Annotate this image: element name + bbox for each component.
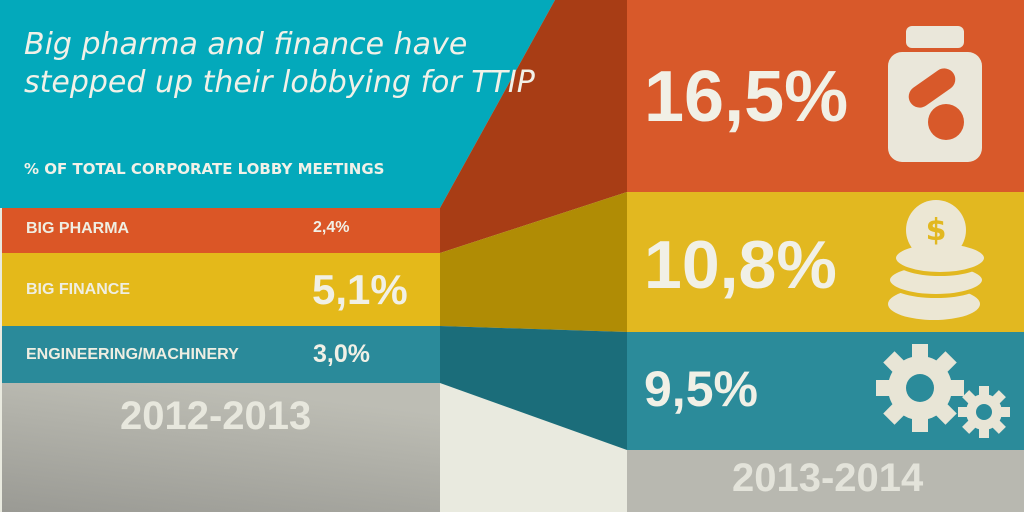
value-2012-engineering: 3,0% — [313, 340, 370, 368]
pharma-connector — [440, 0, 627, 253]
year-2013-2014: 2013-2014 — [732, 456, 924, 500]
value-2012-pharma: 2,4% — [313, 219, 350, 236]
year-2012-2013: 2012-2013 — [120, 394, 312, 438]
bar-2012-pharma — [2, 208, 440, 253]
value-2013-engineering: 9,5% — [644, 361, 758, 417]
coins-icon: $ — [886, 200, 988, 320]
label-engineering: ENGINEERING/MACHINERY — [26, 346, 239, 363]
engineering-connector — [440, 326, 627, 450]
finance-connector — [440, 192, 627, 332]
value-2013-pharma: 16,5% — [644, 57, 849, 137]
pill-bottle-icon — [888, 26, 982, 162]
chart-subtitle: % OF TOTAL CORPORATE LOBBY MEETINGS — [24, 160, 385, 178]
svg-text:$: $ — [926, 213, 947, 248]
chart-title: Big pharma and finance have stepped up t… — [24, 27, 535, 100]
label-pharma: BIG PHARMA — [26, 220, 130, 237]
bar-2012-finance — [2, 253, 440, 326]
value-2012-finance: 5,1% — [312, 266, 408, 313]
value-2013-finance: 10,8% — [644, 227, 837, 303]
base-2012 — [2, 383, 440, 512]
bar-2012-engineering — [2, 326, 440, 383]
base-2013 — [627, 450, 1024, 512]
gears-icon — [876, 344, 1010, 438]
label-finance: BIG FINANCE — [26, 281, 130, 298]
title-panel — [0, 0, 555, 208]
